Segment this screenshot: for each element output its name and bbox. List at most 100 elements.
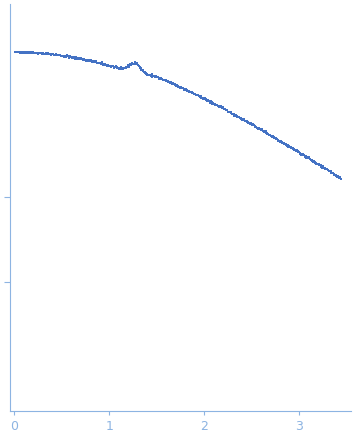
Point	[97, 59, 103, 66]
Point	[207, 99, 213, 106]
Point	[21, 49, 27, 55]
Point	[247, 121, 253, 128]
Point	[145, 71, 151, 78]
Point	[26, 48, 32, 55]
Point	[317, 162, 323, 169]
Point	[37, 50, 43, 57]
Point	[41, 50, 47, 57]
Point	[134, 59, 140, 66]
Point	[206, 97, 212, 104]
Point	[220, 104, 226, 111]
Point	[157, 75, 163, 82]
Point	[141, 67, 146, 74]
Point	[284, 142, 290, 149]
Point	[260, 127, 265, 134]
Point	[43, 51, 48, 58]
Point	[119, 66, 125, 73]
Point	[239, 115, 244, 122]
Point	[32, 49, 37, 56]
Point	[182, 86, 187, 93]
Point	[92, 59, 98, 66]
Point	[81, 56, 86, 63]
Point	[40, 49, 46, 56]
Point	[129, 61, 134, 68]
Point	[33, 49, 39, 56]
Point	[248, 120, 254, 127]
Point	[122, 65, 127, 72]
Point	[42, 50, 48, 57]
Point	[272, 134, 278, 141]
Point	[197, 93, 203, 100]
Point	[86, 57, 91, 64]
Point	[39, 50, 45, 57]
Point	[77, 56, 83, 63]
Point	[261, 128, 267, 135]
Point	[330, 170, 336, 177]
Point	[182, 86, 188, 93]
Point	[18, 49, 24, 55]
Point	[49, 51, 55, 58]
Point	[264, 129, 269, 136]
Point	[327, 167, 333, 174]
Point	[139, 66, 145, 73]
Point	[125, 63, 130, 70]
Point	[271, 135, 277, 142]
Point	[239, 115, 245, 122]
Point	[187, 88, 193, 95]
Point	[77, 55, 82, 62]
Point	[15, 49, 20, 55]
Point	[101, 61, 106, 68]
Point	[219, 104, 225, 111]
Point	[201, 95, 207, 102]
Point	[223, 107, 229, 114]
Point	[275, 136, 281, 143]
Point	[27, 49, 33, 56]
Point	[332, 170, 337, 177]
Point	[24, 49, 29, 55]
Point	[185, 87, 190, 94]
Point	[132, 59, 137, 66]
Point	[193, 91, 199, 98]
Point	[29, 50, 34, 57]
Point	[94, 59, 100, 66]
Point	[253, 123, 259, 130]
Point	[286, 143, 292, 150]
Point	[82, 56, 88, 63]
Point	[154, 73, 159, 80]
Point	[262, 129, 267, 136]
Point	[165, 79, 171, 86]
Point	[111, 64, 117, 71]
Point	[59, 52, 65, 59]
Point	[225, 108, 230, 115]
Point	[123, 64, 129, 71]
Point	[54, 52, 59, 59]
Point	[116, 65, 122, 72]
Point	[152, 73, 158, 80]
Point	[103, 62, 109, 69]
Point	[25, 49, 31, 56]
Point	[303, 153, 309, 160]
Point	[126, 62, 131, 69]
Point	[59, 52, 64, 59]
Point	[240, 116, 245, 123]
Point	[63, 53, 69, 60]
Point	[335, 174, 341, 181]
Point	[300, 150, 306, 157]
Point	[282, 140, 287, 147]
Point	[156, 74, 162, 81]
Point	[191, 90, 196, 97]
Point	[207, 98, 212, 105]
Point	[283, 141, 289, 148]
Point	[115, 64, 121, 71]
Point	[220, 104, 226, 111]
Point	[324, 166, 329, 173]
Point	[34, 49, 39, 56]
Point	[19, 49, 24, 56]
Point	[47, 51, 53, 58]
Point	[57, 52, 62, 59]
Point	[251, 121, 257, 128]
Point	[304, 154, 309, 161]
Point	[98, 60, 103, 67]
Point	[263, 130, 269, 137]
Point	[288, 144, 294, 151]
